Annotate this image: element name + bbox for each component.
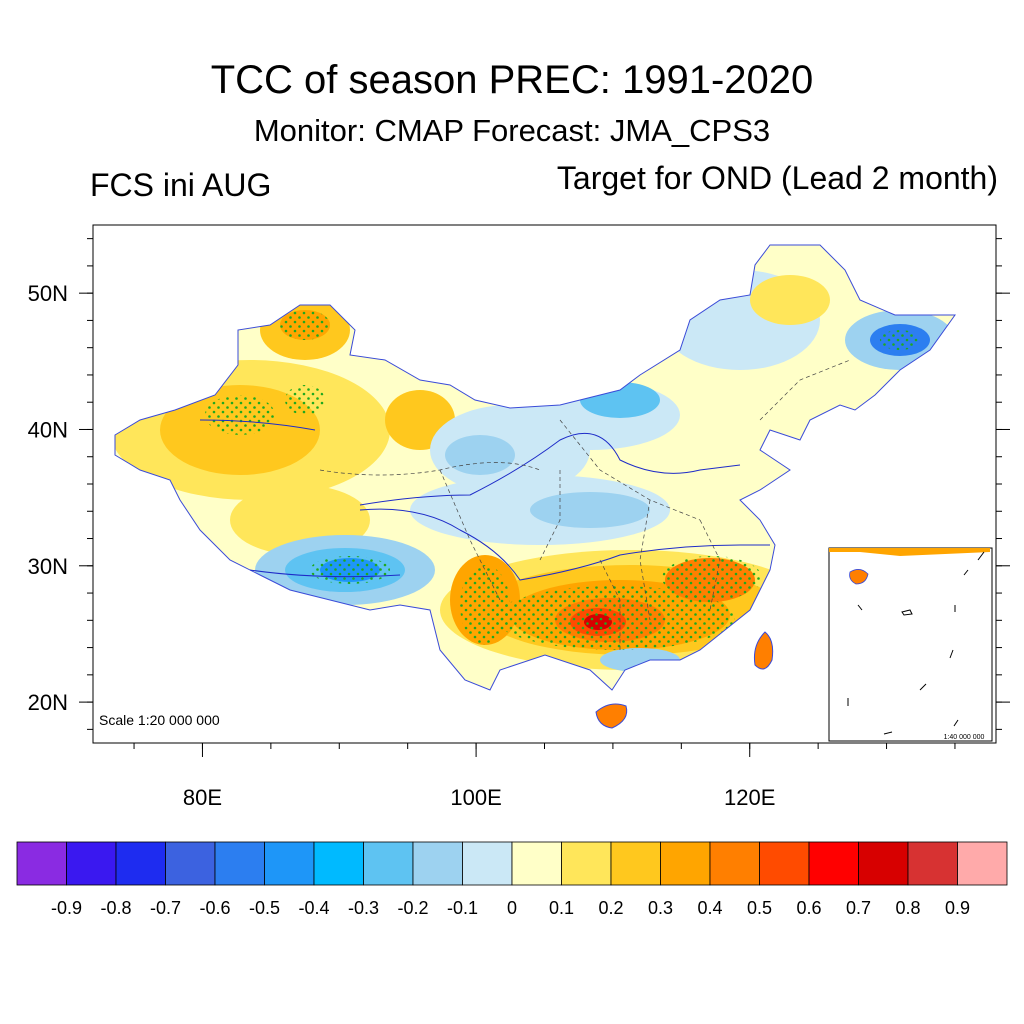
colorbar-swatch [511, 841, 562, 886]
colorbar-swatch [214, 841, 265, 886]
lat-tick-label: 40N [28, 417, 68, 442]
colorbar-label: -0.7 [150, 898, 181, 918]
colorbar-swatch [165, 841, 216, 886]
colorbar-swatch [808, 841, 859, 886]
significance-dots [205, 310, 920, 650]
colorbar-swatch [858, 841, 909, 886]
south-china-sea-inset: 1:40 000 000 [828, 547, 993, 742]
colorbar-label: 0.6 [796, 898, 821, 918]
colorbar-swatch [957, 841, 1008, 886]
rivers [199, 419, 770, 581]
colorbar-swatch [16, 841, 67, 886]
colorbar-swatch [462, 841, 513, 886]
colorbar-swatch [907, 841, 958, 886]
target-label: Target for OND (Lead 2 month) [556, 160, 998, 196]
lat-tick-label: 30N [28, 554, 68, 579]
colorbar-label: 0.1 [549, 898, 574, 918]
colorbar-label: 0.9 [945, 898, 970, 918]
colorbar-label: -0.3 [348, 898, 379, 918]
colorbar-label: 0.4 [697, 898, 722, 918]
province-borders [319, 359, 851, 650]
colorbar-label: -0.9 [51, 898, 82, 918]
colorbar-label: 0.7 [846, 898, 871, 918]
colorbar-label: -0.2 [397, 898, 428, 918]
colorbar-swatch [313, 841, 364, 886]
colorbar-label: 0.3 [648, 898, 673, 918]
colorbar-swatch [709, 841, 760, 886]
lat-tick-label: 50N [28, 281, 68, 306]
map-scale-label: Scale 1:20 000 000 [99, 712, 220, 728]
yellow-river [359, 432, 741, 506]
colorbar-swatch [115, 841, 166, 886]
taiwan-island [754, 631, 774, 670]
colorbar-swatch [363, 841, 414, 886]
colorbar-label: 0.2 [598, 898, 623, 918]
colorbar-label: -0.5 [249, 898, 280, 918]
colorbar-label: -0.8 [100, 898, 131, 918]
colorbar-swatch [561, 841, 612, 886]
lon-tick-label: 80E [183, 785, 222, 810]
lon-tick-label: 120E [724, 785, 775, 810]
map-axes: 80E 100E 120E 50N 40N 30N 20N [28, 238, 1010, 810]
lat-tick-label: 20N [28, 690, 68, 715]
colorbar-label: 0.5 [747, 898, 772, 918]
colorbar-label: -0.1 [447, 898, 478, 918]
chart-title: TCC of season PREC: 1991-2020 [210, 58, 814, 102]
colorbar-swatch [660, 841, 711, 886]
colorbar-swatch [264, 841, 315, 886]
colorbar-swatch [759, 841, 810, 886]
chart-subtitle: Monitor: CMAP Forecast: JMA_CPS3 [253, 113, 771, 148]
colorbar-label: 0.8 [895, 898, 920, 918]
tarim-river [199, 419, 316, 431]
colorbar-label: -0.6 [199, 898, 230, 918]
inset-scale-label: 1:40 000 000 [944, 734, 985, 741]
colorbar-swatch [412, 841, 463, 886]
colorbar-swatch [610, 841, 661, 886]
yarlung-river [249, 569, 401, 578]
initialization-label: FCS ini AUG [90, 167, 272, 203]
lon-tick-label: 100E [450, 785, 501, 810]
colorbar-label: 0 [507, 898, 517, 918]
colorbar: -0.9 -0.8 -0.7 -0.6 -0.5 -0.4 -0.3 -0.2 -0.1 0 0.1… [16, 841, 1008, 918]
colorbar-label: -0.4 [298, 898, 329, 918]
yangtze-river [359, 508, 770, 581]
hainan-island [595, 703, 628, 729]
colorbar-swatch [66, 841, 117, 886]
